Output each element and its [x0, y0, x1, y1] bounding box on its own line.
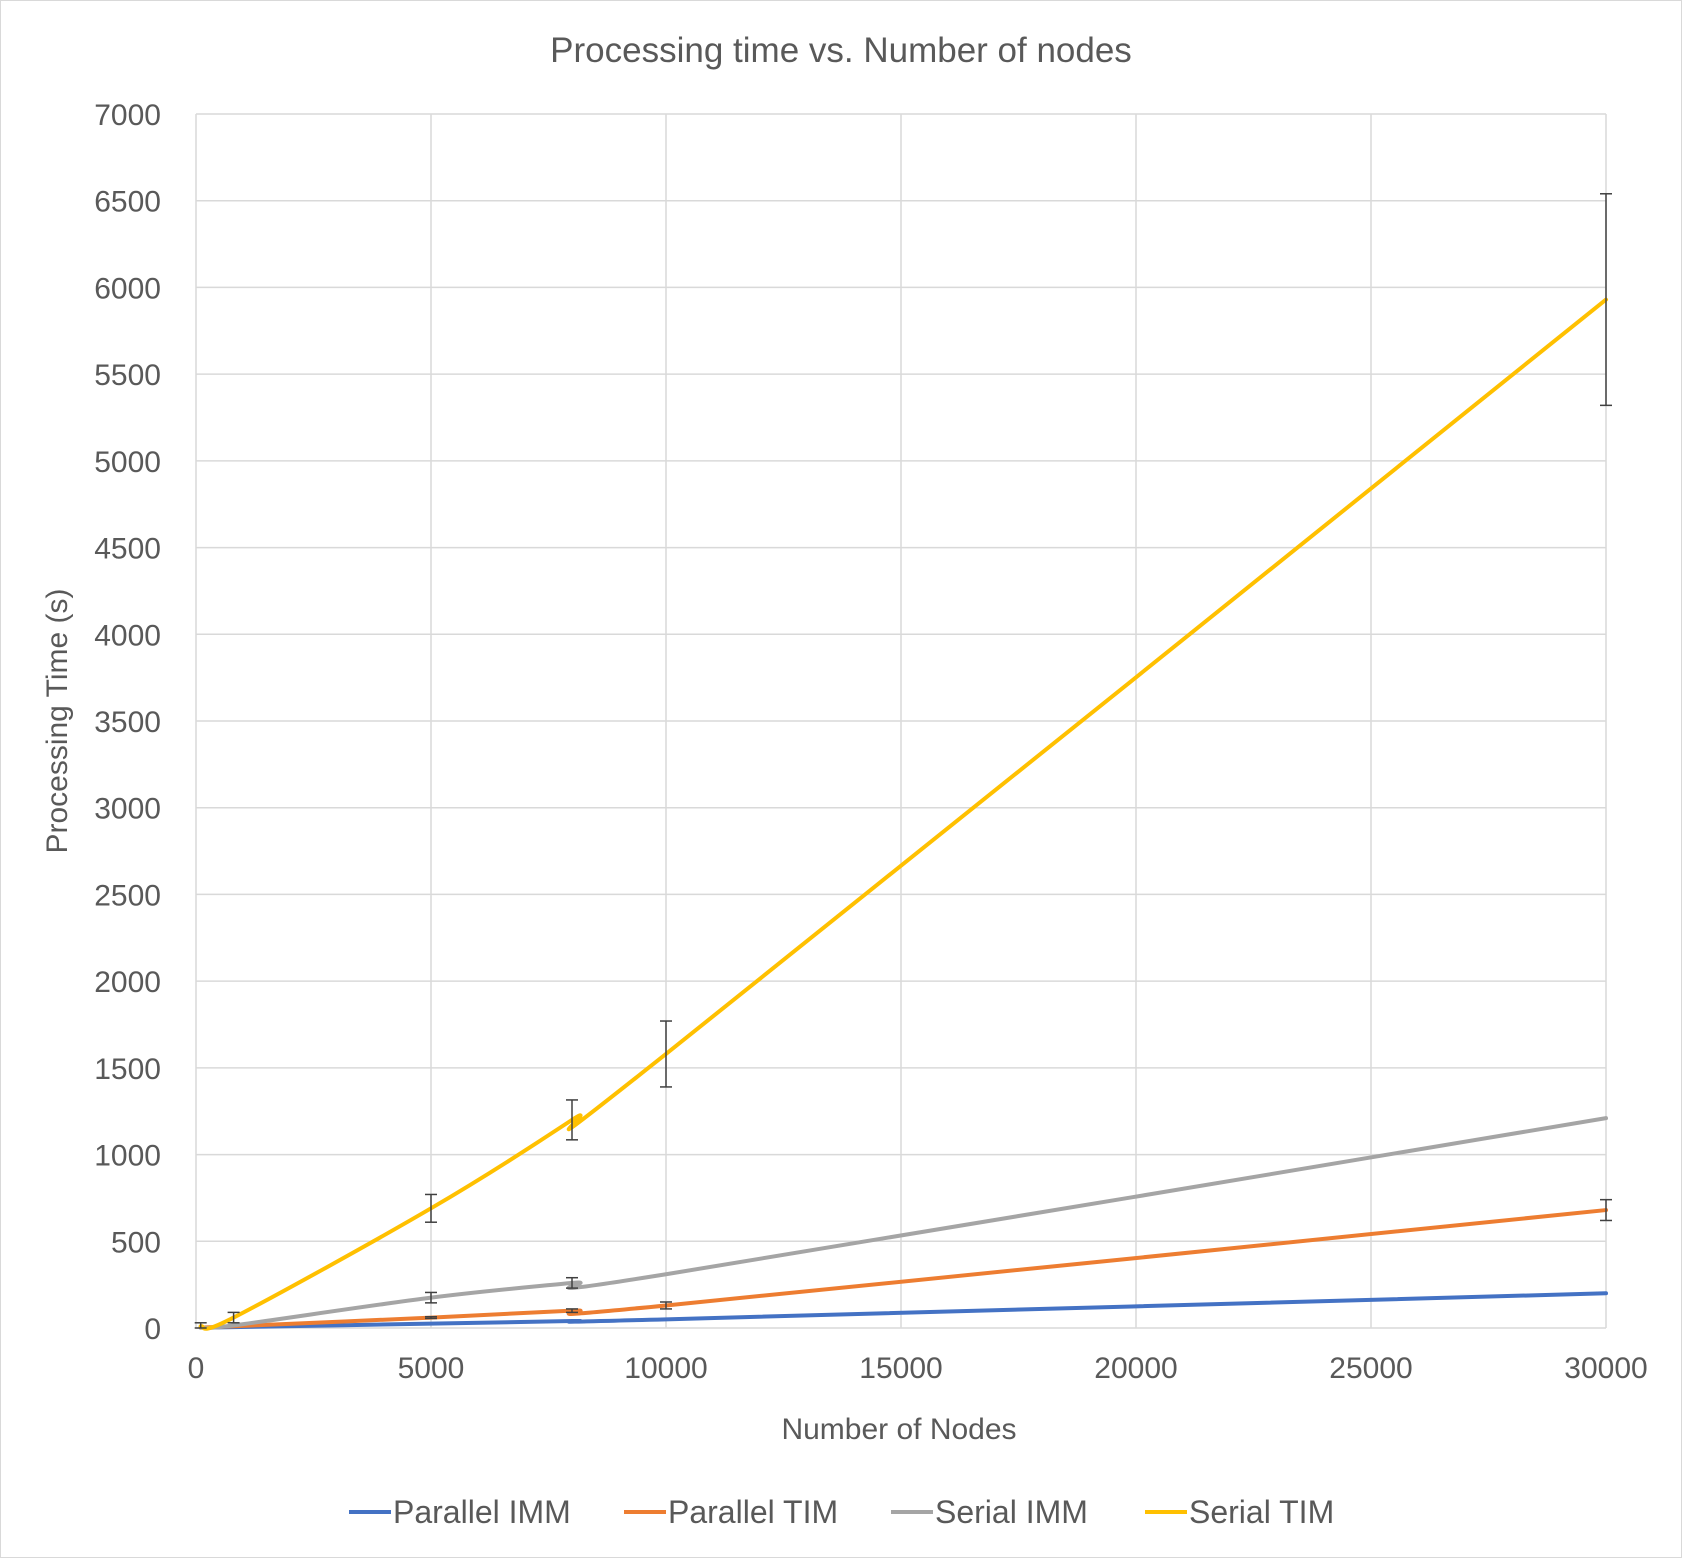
y-tick-label: 6500	[94, 186, 161, 219]
y-tick-label: 1000	[94, 1140, 161, 1173]
legend-item-1: Parallel TIM	[624, 1494, 838, 1530]
series-line-1	[198, 1208, 1608, 1330]
y-tick-label: 5500	[94, 359, 161, 392]
y-tick-label: 500	[111, 1226, 161, 1259]
legend-label: Serial TIM	[1189, 1494, 1334, 1530]
legend-label: Parallel TIM	[668, 1494, 838, 1530]
series-line-0	[198, 1291, 1608, 1330]
y-tick-label: 2500	[94, 879, 161, 912]
x-tick-label: 0	[188, 1352, 205, 1385]
y-axis-tick-labels: 0 500 1000 1500 2000 2500 3000 3500 4000 4500 5000…	[94, 99, 161, 1346]
legend-item-3: Serial TIM	[1145, 1494, 1334, 1530]
y-tick-label: 0	[144, 1313, 161, 1346]
y-tick-label: 4500	[94, 533, 161, 566]
y-axis-label: Processing Time (s)	[41, 588, 74, 853]
x-tick-label: 20000	[1094, 1352, 1177, 1385]
y-tick-label: 3500	[94, 706, 161, 739]
series-line-3	[198, 297, 1608, 1331]
legend-item-0: Parallel IMM	[349, 1494, 571, 1530]
legend-label: Parallel IMM	[393, 1494, 571, 1530]
y-tick-label: 7000	[94, 99, 161, 132]
y-tick-label: 1500	[94, 1053, 161, 1086]
y-tick-label: 4000	[94, 619, 161, 652]
gridlines	[195, 113, 1607, 1329]
error-bars	[194, 193, 1612, 1329]
x-tick-label: 15000	[859, 1352, 942, 1385]
y-tick-label: 6000	[94, 272, 161, 305]
y-tick-label: 2000	[94, 966, 161, 999]
y-tick-label: 3000	[94, 793, 161, 826]
legend: Parallel IMM Parallel TIM Serial IMM Serial…	[349, 1494, 1334, 1530]
legend-item-2: Serial IMM	[891, 1494, 1088, 1530]
x-tick-label: 10000	[624, 1352, 707, 1385]
x-tick-label: 30000	[1564, 1352, 1647, 1385]
x-tick-label: 25000	[1329, 1352, 1412, 1385]
series-line-2	[198, 1116, 1608, 1331]
legend-label: Serial IMM	[935, 1494, 1088, 1530]
series-lines	[198, 297, 1608, 1331]
x-axis-tick-labels: 0 5000 10000 15000 20000 25000 30000	[188, 1352, 1648, 1385]
x-axis-label: Number of Nodes	[781, 1413, 1016, 1446]
chart-title: Processing time vs. Number of nodes	[550, 31, 1132, 70]
x-tick-label: 5000	[398, 1352, 465, 1385]
y-tick-label: 5000	[94, 446, 161, 479]
